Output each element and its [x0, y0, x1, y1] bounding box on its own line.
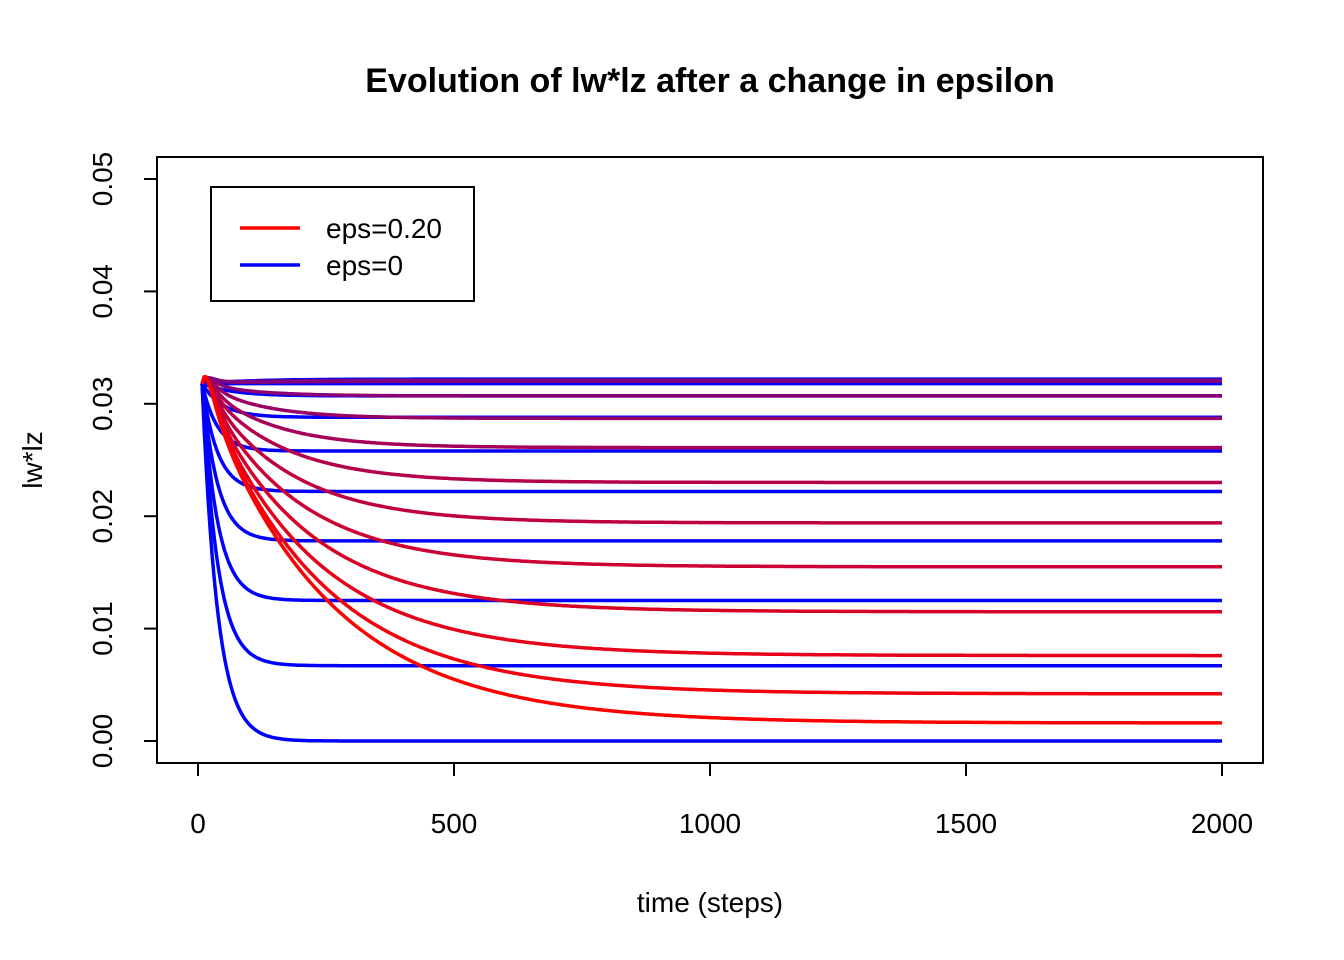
series-line-19: [200, 376, 1222, 658]
y-tick-label: 0.02: [87, 489, 118, 544]
series-layer: [200, 375, 1222, 743]
series-line-13: [200, 376, 1222, 421]
y-tick-label: 0.05: [87, 152, 118, 207]
series-line-0: [200, 383, 1222, 743]
legend-box: [210, 186, 475, 302]
series-line-17: [200, 377, 1222, 569]
x-tick-label: 1500: [935, 808, 997, 839]
series-line-12: [200, 376, 1222, 398]
series-line-6: [200, 382, 1222, 420]
y-axis: 0.00 0.01 0.02 0.03 0.04 0.05: [87, 152, 158, 769]
x-tick-label: 0: [190, 808, 206, 839]
x-tick-label: 1000: [679, 808, 741, 839]
series-line-21: [200, 375, 1222, 725]
series-line-20: [200, 375, 1222, 696]
legend: eps=0.20 eps=0: [210, 186, 475, 302]
x-tick-label: 500: [431, 808, 478, 839]
series-line-5: [200, 383, 1222, 453]
series-line-4: [200, 383, 1222, 494]
legend-label-eps-020: eps=0.20: [326, 213, 442, 244]
chart-title: Evolution of lw*lz after a change in eps…: [365, 62, 1055, 100]
x-axis: 0 500 1000 1500 2000: [190, 762, 1253, 839]
series-line-14: [200, 377, 1222, 450]
y-tick-label: 0.03: [87, 377, 118, 432]
x-tick-label: 2000: [1191, 808, 1253, 839]
y-axis-label: lw*lz: [17, 431, 48, 489]
series-line-16: [200, 377, 1222, 525]
y-tick-label: 0.00: [87, 714, 118, 769]
y-tick-label: 0.04: [87, 264, 118, 319]
series-line-1: [200, 383, 1222, 668]
series-line-18: [200, 376, 1222, 614]
y-tick-label: 0.01: [87, 601, 118, 656]
series-line-15: [200, 377, 1222, 485]
series-line-11: [200, 375, 1222, 385]
series-line-3: [200, 383, 1222, 543]
legend-label-eps-0: eps=0: [326, 250, 403, 281]
x-axis-label: time (steps): [637, 887, 783, 918]
